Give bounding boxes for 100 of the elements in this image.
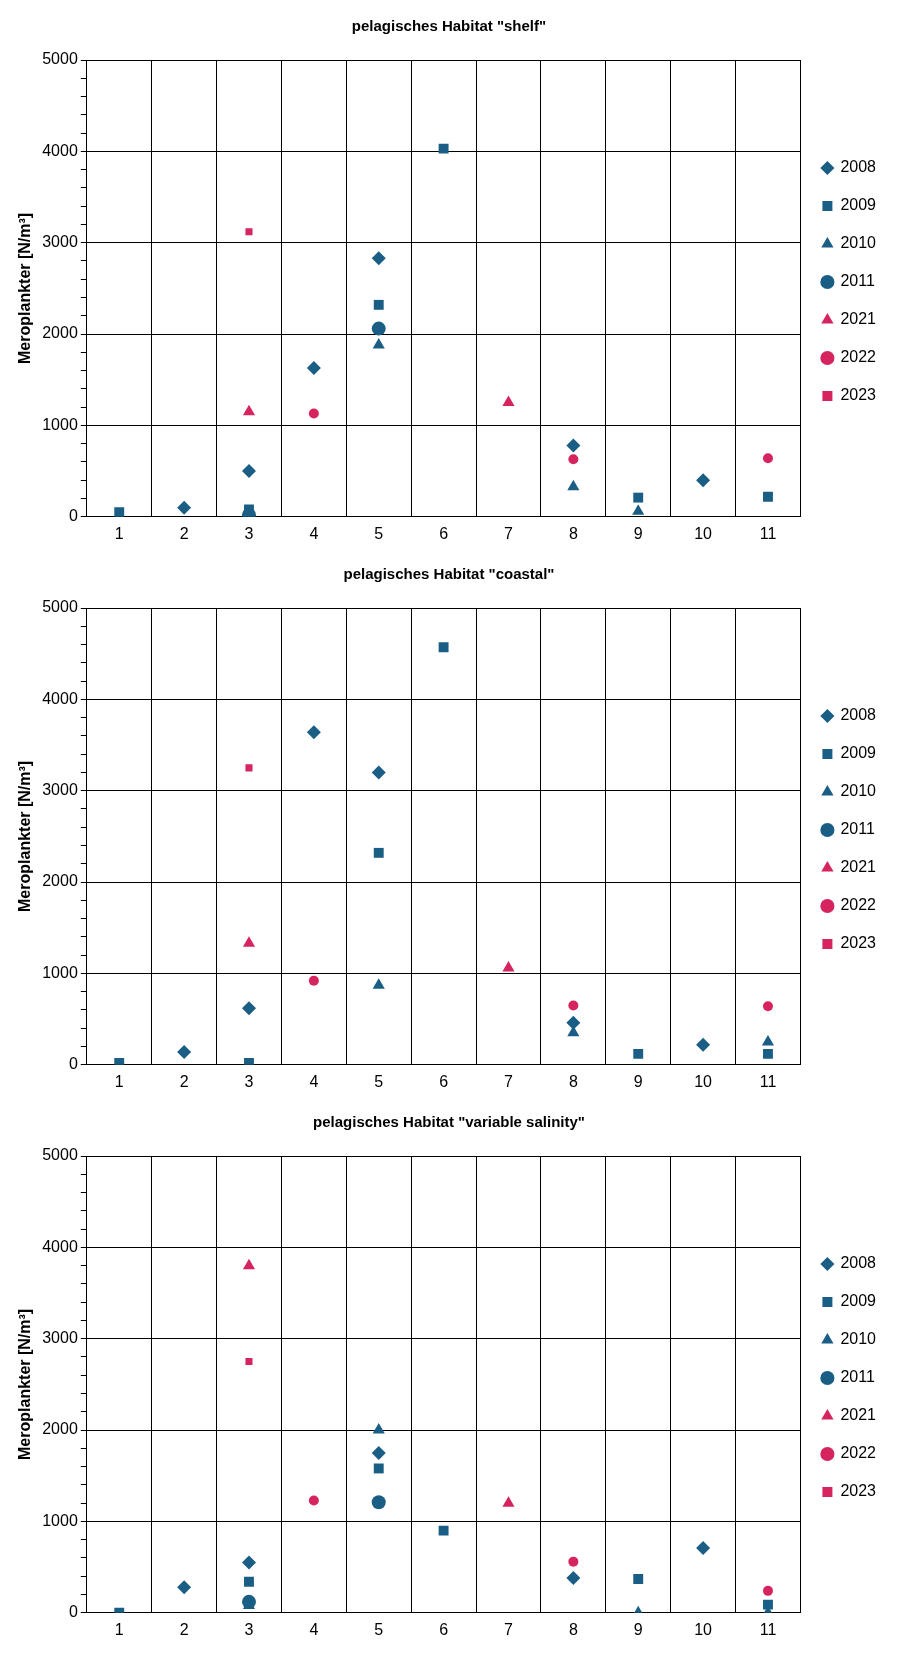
point [177, 1045, 192, 1060]
x-tick-label: 3 [244, 524, 254, 542]
x-tick-label: 9 [633, 524, 643, 542]
y-tick-label: 4000 [42, 1237, 78, 1255]
y-tick-label: 2000 [42, 324, 78, 342]
x-tick-label: 10 [694, 1620, 713, 1638]
y-tick-label: 5000 [42, 50, 78, 68]
point [762, 453, 773, 464]
point [177, 1580, 192, 1595]
y-tick-label: 1000 [42, 963, 78, 981]
point [114, 507, 125, 517]
legend-label: 2008 [840, 1254, 877, 1272]
point [308, 408, 319, 419]
point [696, 1540, 711, 1555]
x-tick-label: 1 [114, 1620, 124, 1638]
point [566, 1571, 581, 1586]
legend-label: 2009 [840, 1292, 877, 1310]
y-tick-label: 0 [68, 1603, 78, 1621]
x-tick-label: 11 [759, 1072, 777, 1090]
legend-label: 2022 [840, 896, 877, 914]
legend-label: 2010 [840, 782, 877, 800]
point [306, 725, 321, 740]
legend-label: 2009 [840, 196, 877, 214]
y-axis-title: Meroplankter [N/m³] [16, 212, 34, 364]
point [762, 1001, 773, 1012]
y-tick-label: 4000 [42, 689, 78, 707]
y-tick-label: 2000 [42, 872, 78, 890]
point [763, 491, 773, 502]
y-tick-label: 1000 [42, 1511, 78, 1529]
x-tick-label: 9 [633, 1072, 643, 1090]
point [761, 1034, 775, 1046]
x-tick-label: 2 [179, 1072, 189, 1090]
point [371, 1445, 386, 1460]
point [696, 473, 711, 488]
point [373, 299, 384, 310]
point [245, 228, 253, 236]
point [566, 438, 581, 453]
legend-label: 2023 [840, 934, 877, 952]
x-tick-label: 3 [244, 1072, 254, 1090]
point [244, 1058, 254, 1065]
point [696, 1037, 711, 1052]
point [308, 975, 319, 986]
chart-title: pelagisches Habitat "shelf" [351, 17, 547, 35]
legend-label: 2010 [840, 234, 877, 252]
legend-label: 2011 [840, 820, 875, 838]
y-tick-label: 1000 [42, 415, 78, 433]
x-tick-label: 7 [504, 1620, 514, 1638]
legend-label: 2021 [840, 858, 877, 876]
point [245, 1358, 253, 1366]
y-axis-title: Meroplankter [N/m³] [16, 1308, 34, 1460]
point [177, 500, 192, 515]
point [502, 960, 515, 972]
point [567, 479, 580, 491]
y-tick-label: 5000 [42, 598, 78, 616]
y-tick-label: 5000 [42, 1146, 78, 1164]
legend-label: 2022 [840, 1444, 877, 1462]
legend-label: 2011 [840, 272, 875, 290]
chart-title: pelagisches Habitat "variable salinity" [313, 1113, 585, 1131]
point [502, 1496, 515, 1507]
point [371, 1495, 386, 1510]
legend-label: 2023 [840, 1482, 877, 1500]
point [372, 978, 385, 989]
point [306, 360, 321, 375]
legend-label: 2009 [840, 744, 877, 762]
x-tick-label: 3 [244, 1620, 254, 1638]
x-tick-label: 11 [759, 1620, 777, 1638]
x-tick-label: 11 [759, 524, 777, 542]
point [568, 454, 579, 465]
point [762, 1585, 773, 1596]
point [633, 492, 644, 503]
y-tick-label: 3000 [42, 781, 78, 799]
y-tick-label: 0 [68, 1055, 78, 1073]
point [566, 1015, 581, 1030]
legend-label: 2022 [840, 348, 877, 366]
legend-label: 2008 [840, 158, 877, 176]
y-tick-label: 2000 [42, 1420, 78, 1438]
point [245, 764, 253, 772]
point [633, 1574, 644, 1584]
legend-label: 2021 [840, 310, 877, 328]
x-tick-label: 1 [114, 1072, 124, 1090]
x-tick-label: 7 [504, 1072, 514, 1090]
point [372, 1423, 385, 1434]
y-tick-label: 0 [68, 507, 78, 525]
point [241, 464, 256, 479]
chart-title: pelagisches Habitat "coastal" [343, 565, 555, 583]
point [372, 338, 385, 349]
x-tick-label: 2 [179, 1620, 189, 1638]
y-tick-label: 3000 [42, 233, 78, 251]
x-tick-label: 4 [309, 524, 319, 542]
point [242, 404, 256, 416]
point [763, 1599, 773, 1610]
x-tick-label: 7 [504, 524, 514, 542]
x-tick-label: 6 [439, 524, 449, 542]
x-tick-label: 5 [374, 1620, 384, 1638]
x-tick-label: 8 [568, 1620, 578, 1638]
point [371, 251, 386, 266]
legend-label: 2011 [840, 1368, 875, 1386]
point [371, 321, 386, 336]
x-tick-label: 8 [568, 524, 578, 542]
x-tick-label: 1 [114, 524, 124, 542]
